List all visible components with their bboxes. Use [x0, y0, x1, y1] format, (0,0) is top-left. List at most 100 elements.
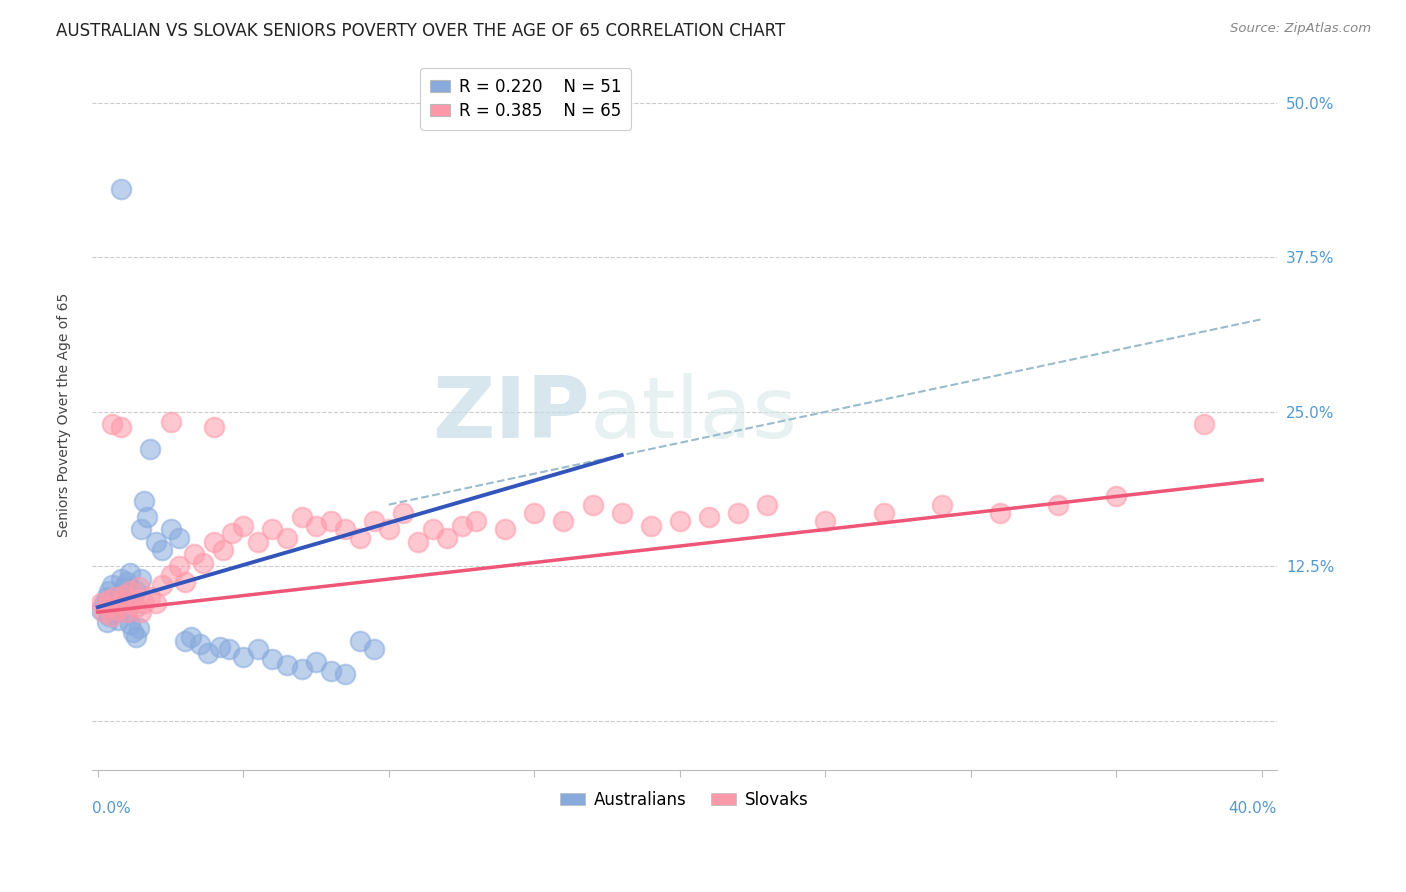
- Point: [319, 514, 342, 528]
- Point: [115, 605, 138, 619]
- Point: [124, 630, 146, 644]
- Point: [110, 419, 132, 434]
- Point: [180, 630, 202, 644]
- Point: [363, 642, 385, 657]
- Point: [183, 547, 205, 561]
- Point: [118, 566, 141, 580]
- Point: [931, 498, 953, 512]
- Point: [107, 600, 129, 615]
- Point: [188, 637, 211, 651]
- Text: 40.0%: 40.0%: [1229, 801, 1277, 816]
- Point: [90, 602, 112, 616]
- Point: [465, 514, 488, 528]
- Point: [107, 613, 129, 627]
- Point: [1192, 417, 1215, 432]
- Point: [124, 584, 146, 599]
- Text: ZIP: ZIP: [432, 374, 589, 457]
- Point: [814, 514, 837, 528]
- Point: [131, 572, 153, 586]
- Point: [110, 572, 132, 586]
- Point: [150, 578, 173, 592]
- Point: [128, 581, 150, 595]
- Point: [756, 498, 779, 512]
- Point: [232, 518, 254, 533]
- Point: [436, 531, 458, 545]
- Point: [290, 662, 312, 676]
- Point: [110, 182, 132, 196]
- Point: [112, 588, 135, 602]
- Point: [90, 597, 112, 611]
- Point: [872, 506, 894, 520]
- Point: [212, 543, 235, 558]
- Point: [104, 605, 127, 619]
- Point: [101, 417, 124, 432]
- Point: [93, 605, 115, 619]
- Point: [101, 578, 124, 592]
- Point: [209, 640, 232, 654]
- Point: [610, 506, 633, 520]
- Point: [96, 591, 118, 605]
- Point: [128, 621, 150, 635]
- Point: [669, 514, 692, 528]
- Point: [104, 592, 127, 607]
- Point: [112, 581, 135, 595]
- Point: [121, 624, 143, 639]
- Point: [98, 608, 121, 623]
- Point: [159, 415, 181, 429]
- Point: [197, 646, 219, 660]
- Legend: Australians, Slovaks: Australians, Slovaks: [554, 784, 815, 815]
- Point: [202, 419, 225, 434]
- Point: [112, 597, 135, 611]
- Point: [131, 605, 153, 619]
- Point: [221, 526, 243, 541]
- Point: [169, 531, 191, 545]
- Point: [392, 506, 415, 520]
- Point: [118, 584, 141, 599]
- Point: [139, 442, 162, 456]
- Point: [110, 591, 132, 605]
- Point: [98, 592, 121, 607]
- Point: [1047, 498, 1070, 512]
- Point: [305, 518, 328, 533]
- Point: [131, 522, 153, 536]
- Point: [349, 633, 371, 648]
- Point: [110, 597, 132, 611]
- Point: [262, 652, 284, 666]
- Point: [202, 534, 225, 549]
- Point: [1105, 489, 1128, 503]
- Point: [246, 534, 269, 549]
- Point: [101, 597, 124, 611]
- Point: [145, 534, 167, 549]
- Point: [150, 543, 173, 558]
- Point: [104, 591, 127, 605]
- Point: [727, 506, 749, 520]
- Point: [290, 510, 312, 524]
- Point: [523, 506, 546, 520]
- Point: [115, 575, 138, 590]
- Point: [422, 522, 444, 536]
- Point: [232, 649, 254, 664]
- Point: [218, 642, 240, 657]
- Point: [139, 591, 162, 605]
- Point: [581, 498, 603, 512]
- Point: [159, 522, 181, 536]
- Point: [124, 600, 146, 615]
- Point: [363, 514, 385, 528]
- Point: [121, 592, 143, 607]
- Point: [406, 534, 429, 549]
- Point: [319, 665, 342, 679]
- Point: [305, 655, 328, 669]
- Point: [159, 568, 181, 582]
- Point: [101, 608, 124, 623]
- Point: [169, 559, 191, 574]
- Point: [697, 510, 720, 524]
- Point: [145, 597, 167, 611]
- Point: [96, 615, 118, 629]
- Point: [191, 556, 214, 570]
- Point: [988, 506, 1011, 520]
- Point: [349, 531, 371, 545]
- Point: [276, 531, 298, 545]
- Point: [93, 597, 115, 611]
- Point: [174, 633, 197, 648]
- Point: [640, 518, 662, 533]
